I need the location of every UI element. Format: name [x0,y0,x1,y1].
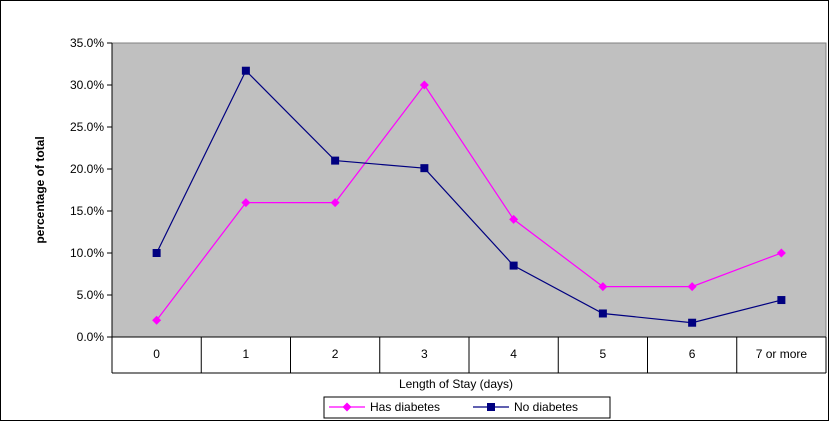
x-tick-label: 1 [243,347,250,361]
y-tick-label: 15.0% [70,204,104,218]
series-has-diabetes [152,80,786,325]
data-point-has-diabetes [509,214,519,224]
data-point-no-diabetes [331,156,340,165]
y-tick-label: 0.0% [77,330,105,344]
data-point-has-diabetes [687,282,697,292]
y-tick-label: 5.0% [77,288,105,302]
series-line-no-diabetes [156,69,782,324]
data-point-no-diabetes [420,164,429,173]
x-tick-label: 7 or more [756,347,808,361]
y-tick-label: 20.0% [70,162,104,176]
legend-marker-has-diabetes [342,402,352,412]
data-point-no-diabetes [688,318,697,327]
x-axis: 0 1 2 3 4 5 6 7 or more [111,336,827,374]
series-line-has-diabetes [156,83,782,321]
y-tick-label: 30.0% [70,78,104,92]
x-tick-label: 6 [689,347,696,361]
data-point-has-diabetes [241,198,251,208]
y-tick-label: 10.0% [70,246,104,260]
x-tick-label: 4 [510,347,517,361]
legend: Has diabetes No diabetes [323,396,611,419]
y-axis-title: percentage of total [33,136,47,243]
x-tick-label: 3 [421,347,428,361]
data-point-no-diabetes [152,249,161,257]
x-tick-label: 2 [332,347,339,361]
data-point-has-diabetes [419,80,429,90]
plot-area [111,42,827,338]
data-point-no-diabetes [777,296,786,305]
x-tick-label: 0 [153,347,160,361]
data-point-has-diabetes [152,315,162,325]
x-axis-title: Length of Stay (days) [399,377,513,391]
y-axis: 0.0% 5.0% 10.0% 15.0% 20.0% 25.0% 30.0% 35.0% [70,36,113,344]
legend-label-has-diabetes: Has diabetes [370,400,440,414]
legend-marker-no-diabetes [487,403,495,411]
legend-box [323,396,611,419]
data-point-no-diabetes [241,66,250,75]
data-point-no-diabetes [598,309,607,318]
data-point-has-diabetes [598,282,608,292]
y-tick-label: 35.0% [70,36,104,50]
y-tick-label: 25.0% [70,120,104,134]
series-layer [152,66,786,327]
data-point-has-diabetes [330,198,340,208]
series-no-diabetes [152,66,786,327]
data-point-has-diabetes [776,248,786,258]
x-tick-label: 5 [600,347,607,361]
legend-label-no-diabetes: No diabetes [514,400,578,414]
data-point-no-diabetes [509,261,518,270]
